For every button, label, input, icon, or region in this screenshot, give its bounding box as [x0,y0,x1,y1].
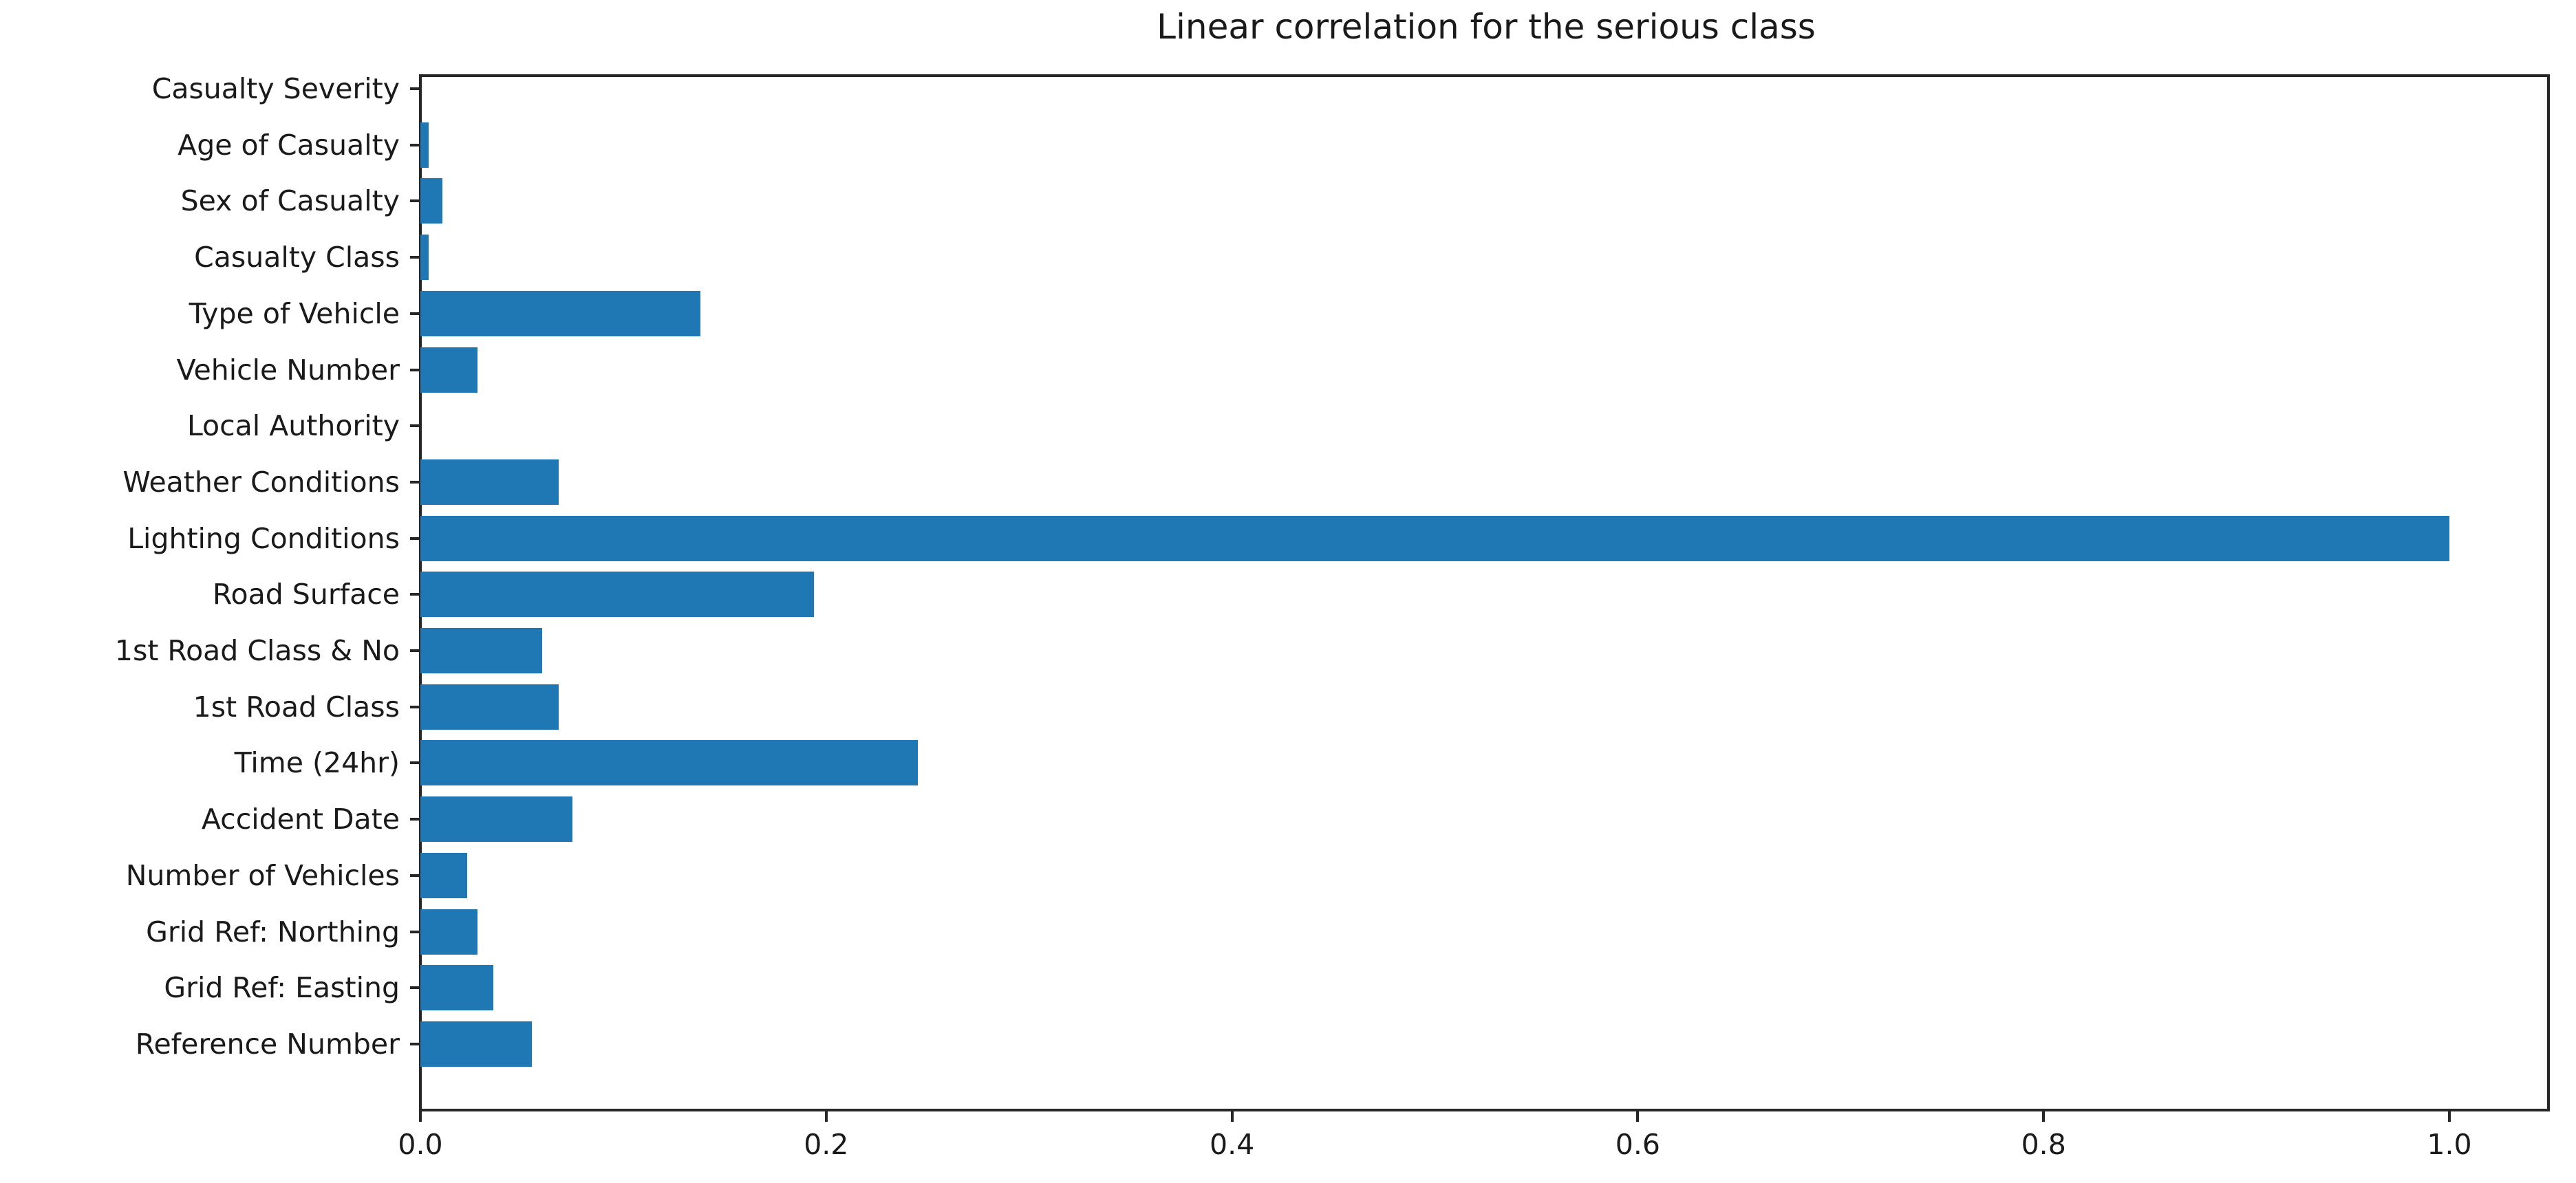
y-axis-label: Casualty Severity [151,72,400,105]
y-axis-tick [410,986,420,990]
x-axis-tick-label: 0.6 [1615,1128,1660,1161]
y-axis-label: Number of Vehicles [125,858,400,892]
y-axis-tick [410,649,420,652]
y-axis-tick [410,143,420,146]
x-axis-tick-label: 0.0 [398,1128,443,1161]
x-axis-tick-label: 0.8 [2021,1128,2066,1161]
bar [420,235,429,281]
bar [420,515,2449,561]
bar [420,796,572,843]
y-axis-tick [410,705,420,708]
y-axis-label: Road Surface [212,578,400,611]
bar [420,122,429,168]
y-axis-label: Accident Date [201,803,400,836]
y-axis-label: 1st Road Class & No [114,634,400,667]
x-axis-tick [2448,1111,2451,1122]
y-axis-label: Sex of Casualty [180,184,400,218]
y-axis-label: Reference Number [135,1027,400,1061]
x-axis-tick [419,1111,422,1122]
y-axis-label: Lighting Conditions [127,521,400,555]
bar [420,572,814,618]
x-axis-tick-label: 1.0 [2427,1128,2472,1161]
y-axis-tick [410,593,420,596]
bar [420,628,542,673]
y-axis-label: Grid Ref: Northing [146,915,400,948]
y-axis-tick [410,256,420,259]
y-axis-tick [410,199,420,203]
y-axis-tick [410,1042,420,1045]
x-axis-tick [1230,1111,1234,1122]
y-axis-label: Vehicle Number [176,353,400,387]
y-axis-tick [410,930,420,933]
y-axis-tick [410,873,420,877]
y-axis-tick [410,87,420,90]
y-axis-label: Casualty Class [194,241,400,274]
bar [420,740,918,786]
bar [420,852,467,898]
bar [420,290,700,336]
bar [420,909,477,955]
y-axis-tick [410,761,420,765]
y-axis-tick [410,424,420,428]
x-axis-tick-label: 0.4 [1209,1128,1255,1161]
x-axis-tick [1636,1111,1640,1122]
y-axis-tick [410,312,420,315]
y-axis-label: 1st Road Class [193,690,400,724]
bar [420,965,493,1011]
bar [420,1021,532,1067]
y-axis-tick [410,368,420,371]
y-axis-tick [410,536,420,540]
y-axis-label: Weather Conditions [122,465,400,499]
bar [420,684,559,730]
y-axis-tick [410,818,420,821]
y-axis-label: Age of Casualty [178,128,400,162]
y-axis-label: Type of Vehicle [189,296,400,330]
bar [420,459,559,505]
y-axis-label: Grid Ref: Easting [164,971,400,1005]
x-axis-tick [824,1111,828,1122]
bar [420,178,442,224]
y-axis-label: Time (24hr) [234,746,400,780]
y-axis-label: Local Authority [186,409,400,443]
bar [420,347,477,393]
chart-title: Linear correlation for the serious class [1157,7,1816,47]
x-axis-tick [2042,1111,2046,1122]
x-axis-tick-label: 0.2 [804,1128,849,1161]
y-axis-tick [410,480,420,484]
